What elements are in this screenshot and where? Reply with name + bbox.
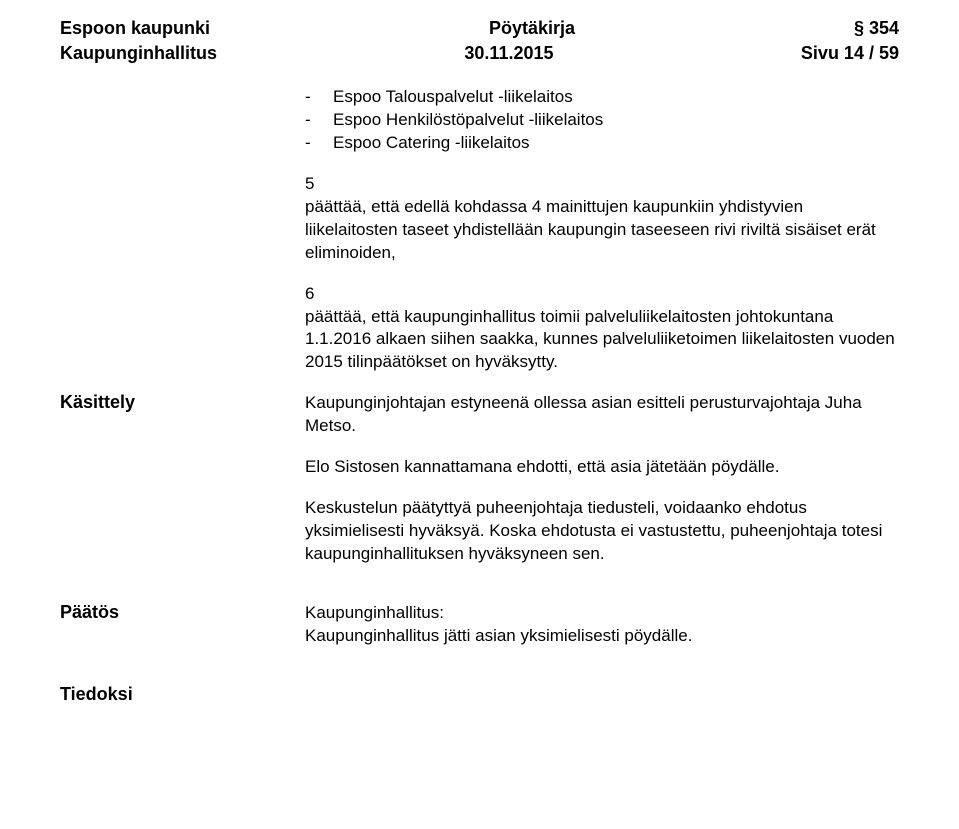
section-5-text: päättää, että edellä kohdassa 4 mainittu… bbox=[305, 196, 899, 265]
kasittely-paragraph-2: Elo Sistosen kannattamana ehdotti, että … bbox=[305, 456, 899, 479]
header-row-2: Kaupunginhallitus 30.11.2015 Sivu 14 / 5… bbox=[60, 43, 899, 64]
header-org: Espoon kaupunki bbox=[60, 18, 210, 39]
section-6-text: päättää, että kaupunginhallitus toimii p… bbox=[305, 306, 899, 375]
header-row-1: Espoon kaupunki Pöytäkirja § 354 bbox=[60, 18, 899, 39]
list-item-text: Espoo Talouspalvelut -liikelaitos bbox=[333, 86, 573, 109]
header-date: 30.11.2015 bbox=[464, 43, 553, 64]
kasittely-block: Käsittely Kaupunginjohtajan estyneenä ol… bbox=[60, 392, 899, 584]
header-section-number: § 354 bbox=[854, 18, 899, 39]
bullet-dash-icon: - bbox=[305, 86, 333, 109]
kasittely-label: Käsittely bbox=[60, 392, 305, 584]
tiedoksi-block: Tiedoksi bbox=[60, 684, 899, 705]
paatos-label: Päätös bbox=[60, 602, 305, 666]
section-6-number: 6 bbox=[305, 283, 899, 306]
list-item: - Espoo Talouspalvelut -liikelaitos bbox=[305, 86, 899, 109]
kasittely-paragraph-1: Kaupunginjohtajan estyneenä ollessa asia… bbox=[305, 392, 899, 438]
bullet-dash-icon: - bbox=[305, 109, 333, 132]
list-item-text: Espoo Catering -liikelaitos bbox=[333, 132, 530, 155]
paatos-block: Päätös Kaupunginhallitus: Kaupunginhalli… bbox=[60, 602, 899, 666]
header-page: Sivu 14 / 59 bbox=[801, 43, 899, 64]
section-5-number: 5 bbox=[305, 173, 899, 196]
list-item: - Espoo Henkilöstöpalvelut -liikelaitos bbox=[305, 109, 899, 132]
header-body: Kaupunginhallitus bbox=[60, 43, 217, 64]
unit-list: - Espoo Talouspalvelut -liikelaitos - Es… bbox=[305, 86, 899, 155]
paatos-line-2: Kaupunginhallitus jätti asian yksimielis… bbox=[305, 625, 899, 648]
paatos-line-1: Kaupunginhallitus: bbox=[305, 602, 899, 625]
header-doc-type: Pöytäkirja bbox=[489, 18, 575, 39]
kasittely-paragraph-3: Keskustelun päätyttyä puheenjohtaja tied… bbox=[305, 497, 899, 566]
tiedoksi-label: Tiedoksi bbox=[60, 684, 305, 705]
bullet-dash-icon: - bbox=[305, 132, 333, 155]
list-item: - Espoo Catering -liikelaitos bbox=[305, 132, 899, 155]
list-item-text: Espoo Henkilöstöpalvelut -liikelaitos bbox=[333, 109, 603, 132]
